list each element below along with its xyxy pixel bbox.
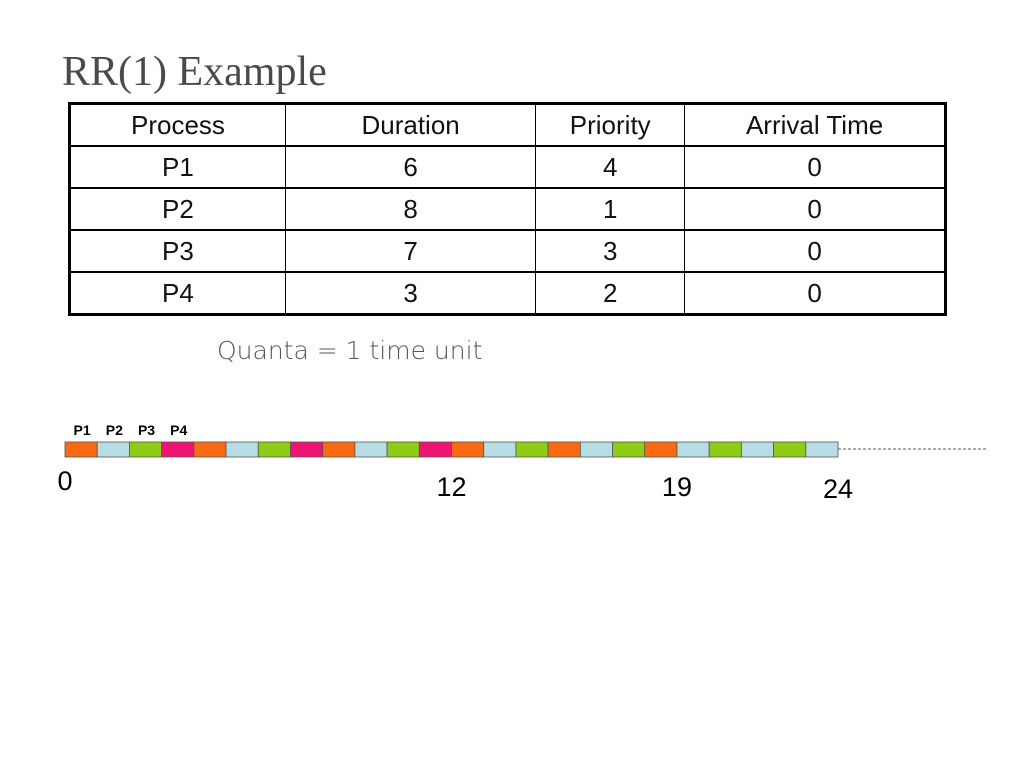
table-cell: 0 (684, 145, 946, 189)
time-slot (612, 441, 646, 458)
time-slot (386, 441, 420, 458)
table-row: P3 7 3 0 (69, 229, 946, 273)
time-slot (96, 441, 130, 458)
time-slot (129, 441, 163, 458)
table-cell: 1 (535, 187, 686, 231)
table-cell: 2 (535, 271, 686, 315)
time-slot (547, 441, 581, 458)
process-table: Process Duration Priority Arrival Time P1 6 4 0… (68, 102, 947, 316)
time-tick: 0 (57, 466, 72, 496)
table-row: P1 6 4 0 (69, 145, 946, 189)
table-cell: 7 (284, 229, 537, 273)
table-cell: Arrival Time (684, 103, 946, 147)
table-row: Process Duration Priority Arrival Time (69, 103, 946, 147)
table-cell: 3 (535, 229, 686, 273)
table-cell: P1 (69, 145, 286, 189)
legend-label: P2 (106, 422, 123, 438)
table-cell: 6 (284, 145, 537, 189)
table-row: P2 8 1 0 (69, 187, 946, 231)
time-slot (161, 441, 195, 458)
time-tick: 24 (823, 474, 853, 504)
time-slot (193, 441, 227, 458)
time-tick: 19 (662, 472, 692, 502)
time-slot (322, 441, 356, 458)
time-slot (708, 441, 742, 458)
time-slot (483, 441, 517, 458)
time-slot (290, 441, 324, 458)
table-cell: Priority (535, 103, 686, 147)
table-cell: 4 (535, 145, 686, 189)
legend-label: P1 (74, 422, 91, 438)
time-slot (225, 441, 259, 458)
table-cell: P2 (69, 187, 286, 231)
slide-title: RR(1) Example (62, 49, 327, 95)
table-row: P4 3 2 0 (69, 271, 946, 315)
time-slot (354, 441, 388, 458)
time-slot (676, 441, 710, 458)
time-slot (805, 441, 839, 458)
table-cell: 0 (684, 187, 946, 231)
legend-label: P4 (170, 422, 187, 438)
time-slot (579, 441, 613, 458)
table-cell: 0 (684, 271, 946, 315)
table-cell: 3 (284, 271, 537, 315)
time-slot (644, 441, 678, 458)
time-slot (515, 441, 549, 458)
time-slot (740, 441, 774, 458)
legend-label: P3 (138, 422, 155, 438)
time-tick: 12 (436, 472, 466, 502)
time-slot (418, 441, 452, 458)
time-slot (451, 441, 485, 458)
time-slot (64, 441, 98, 458)
note: Quanta = 1 time unit (217, 336, 483, 365)
time-slot (257, 441, 291, 458)
table-cell: P4 (69, 271, 286, 315)
table-cell: P3 (69, 229, 286, 273)
time-slot (773, 441, 807, 458)
table-cell: 0 (684, 229, 946, 273)
